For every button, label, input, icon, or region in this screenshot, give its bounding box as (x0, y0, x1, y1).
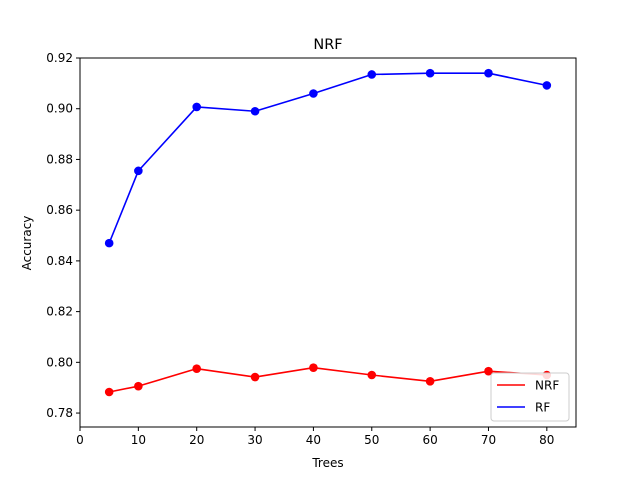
y-tick-label: 0.80 (46, 355, 73, 369)
y-axis-ticks: 0.78 0.80 0.82 0.84 0.86 0.88 0.90 0.92 (46, 51, 80, 420)
data-point-nrf (425, 377, 435, 386)
x-tick-label: 70 (481, 433, 496, 447)
x-tick-label: 80 (539, 433, 554, 447)
y-tick-label: 0.86 (46, 203, 73, 217)
data-point-rf (367, 70, 377, 79)
data-point-nrf (309, 363, 318, 372)
x-axis-ticks: 0 10 20 30 40 50 60 70 80 (76, 427, 554, 447)
x-tick-label: 50 (364, 433, 379, 447)
data-point-rf (104, 238, 114, 248)
y-tick-label: 0.82 (46, 305, 73, 319)
data-point-nrf (134, 381, 143, 391)
legend-label-nrf: NRF (535, 379, 559, 393)
legend-label-rf: RF (535, 401, 550, 415)
legend: NRF RF (490, 372, 570, 422)
data-point-nrf (484, 366, 493, 376)
x-tick-label: 30 (247, 433, 262, 447)
data-point-nrf (104, 387, 114, 397)
data-point-rf (484, 68, 493, 78)
chart-title: NRF (313, 37, 342, 53)
data-point-nrf (367, 370, 377, 380)
data-point-nrf (250, 372, 260, 382)
data-point-rf (309, 89, 318, 98)
y-tick-label: 0.88 (46, 152, 73, 166)
data-point-nrf (192, 364, 202, 373)
x-axis-label: Trees (311, 456, 343, 470)
data-point-rf (542, 81, 552, 90)
x-tick-label: 0 (76, 433, 84, 447)
y-tick-label: 0.92 (46, 51, 73, 65)
data-point-rf (250, 106, 260, 116)
data-point-rf (425, 68, 435, 78)
y-tick-label: 0.78 (46, 406, 73, 420)
x-tick-label: 60 (422, 433, 437, 447)
y-tick-label: 0.90 (46, 102, 73, 116)
plot-area-frame (79, 57, 577, 428)
y-axis-label: Accuracy (20, 216, 34, 271)
series-layer (104, 68, 552, 397)
x-tick-label: 10 (131, 433, 146, 447)
data-point-rf (192, 102, 202, 112)
y-tick-label: 0.84 (46, 254, 73, 268)
data-point-rf (134, 166, 143, 176)
x-tick-label: 20 (189, 433, 204, 447)
x-tick-label: 40 (306, 433, 321, 447)
